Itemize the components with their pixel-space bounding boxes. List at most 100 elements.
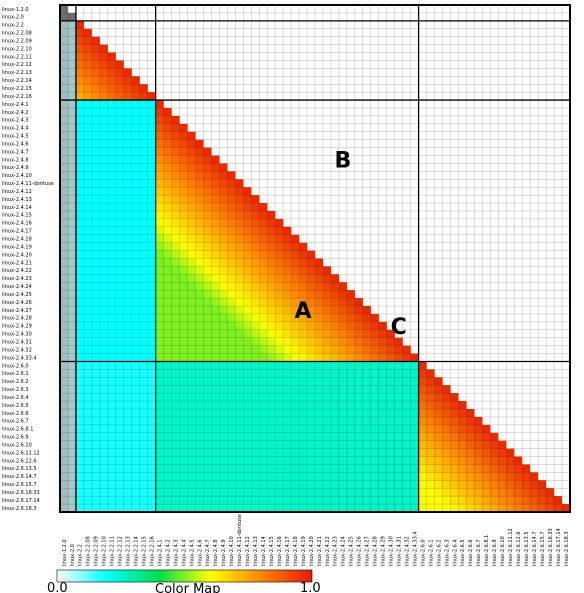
heatmap-cell <box>83 329 93 339</box>
heatmap-cell <box>410 369 419 378</box>
heatmap-cell <box>147 179 157 188</box>
heatmap-cell <box>514 20 523 30</box>
heatmap-cell <box>386 76 396 85</box>
heatmap-cell <box>450 163 459 172</box>
heatmap-cell <box>322 472 332 481</box>
heatmap-cell <box>498 353 507 362</box>
heatmap-cell <box>227 377 236 386</box>
heatmap-cell <box>362 84 372 93</box>
heatmap-cell <box>227 179 236 188</box>
heatmap-cell <box>131 226 141 236</box>
heatmap-cell <box>530 187 539 196</box>
heatmap-cell <box>386 329 396 339</box>
heatmap-cell <box>338 385 348 394</box>
heatmap-cell <box>315 100 324 109</box>
heatmap-cell <box>418 179 427 188</box>
heatmap-cell <box>418 242 427 251</box>
heatmap-cell <box>91 242 101 251</box>
heatmap-cell <box>562 353 571 362</box>
heatmap-cell <box>83 337 93 347</box>
heatmap-cell <box>402 298 412 307</box>
heatmap-cell <box>498 456 507 465</box>
heatmap-cell <box>251 401 260 410</box>
heatmap-cell <box>155 266 164 275</box>
heatmap-cell <box>354 440 364 450</box>
heatmap-cell <box>219 416 228 426</box>
heatmap-cell <box>91 480 101 489</box>
heatmap-cell <box>283 504 292 513</box>
heatmap-cell <box>187 52 196 61</box>
row-label: linux-2.4.20 <box>2 252 32 258</box>
heatmap-cell <box>299 68 308 77</box>
heatmap-cell <box>83 187 93 196</box>
heatmap-cell <box>506 250 515 259</box>
heatmap-cell <box>259 107 268 117</box>
heatmap-cell <box>99 226 109 236</box>
heatmap-cell <box>123 131 133 141</box>
heatmap-cell <box>546 306 555 315</box>
heatmap-cell <box>346 432 356 442</box>
heatmap-cell <box>474 218 483 228</box>
heatmap-cell <box>418 416 427 426</box>
heatmap-cell <box>67 472 77 481</box>
heatmap-cell <box>546 266 555 275</box>
heatmap-cell <box>299 100 308 109</box>
heatmap-cell <box>354 266 364 275</box>
heatmap-cell <box>307 28 316 38</box>
heatmap-cell <box>267 60 276 69</box>
heatmap-cell <box>307 290 316 299</box>
heatmap-cell <box>139 393 149 402</box>
heatmap-cell <box>362 480 372 489</box>
heatmap-cell <box>426 250 435 259</box>
column-label: linux-2.4.17 <box>285 536 291 566</box>
heatmap-cell <box>147 203 157 212</box>
heatmap-cell <box>322 290 332 299</box>
heatmap-cell <box>378 84 388 93</box>
heatmap-cell <box>211 76 220 85</box>
heatmap-cell <box>107 100 117 109</box>
row-label: linux-2.4.31 <box>2 339 32 345</box>
heatmap-cell <box>514 203 523 212</box>
heatmap-cell <box>115 84 125 93</box>
heatmap-cell <box>283 76 292 85</box>
heatmap-cell <box>299 377 308 386</box>
heatmap-cell <box>362 361 372 370</box>
heatmap-cell <box>506 424 515 434</box>
heatmap-cell <box>394 488 404 497</box>
heatmap-cell <box>506 28 515 38</box>
heatmap-cell <box>402 147 412 156</box>
heatmap-cell <box>187 195 196 204</box>
heatmap-cell <box>514 195 523 204</box>
row-label: linux-2.4.26 <box>2 300 32 306</box>
heatmap-cell <box>107 234 117 244</box>
heatmap-cell <box>291 401 300 410</box>
heatmap-cell <box>362 123 372 133</box>
heatmap-cell <box>498 385 507 394</box>
heatmap-cell <box>131 313 141 323</box>
heatmap-cell <box>506 282 515 291</box>
heatmap-cell <box>506 298 515 307</box>
column-label: linux-2.6.3 <box>444 539 450 566</box>
heatmap-cell <box>83 52 93 61</box>
heatmap-cell <box>442 36 451 46</box>
heatmap-cell <box>514 28 523 38</box>
heatmap-cell <box>179 329 188 339</box>
heatmap-cell <box>243 448 252 457</box>
heatmap-cell <box>195 44 204 53</box>
heatmap-cell <box>386 171 396 180</box>
heatmap-cell <box>235 12 244 22</box>
heatmap-cell <box>434 60 443 69</box>
row-label: linux-2.4.3 <box>2 118 29 124</box>
heatmap-cell <box>458 385 467 394</box>
heatmap-cell <box>426 84 435 93</box>
heatmap-cell <box>139 155 149 164</box>
heatmap-cell <box>131 20 141 30</box>
heatmap-cell <box>171 163 180 172</box>
heatmap-cell <box>386 131 396 141</box>
heatmap-cell <box>402 377 412 386</box>
heatmap-cell <box>322 448 332 457</box>
row-label: linux-2.4.17 <box>2 229 32 235</box>
heatmap-cell <box>338 393 348 402</box>
heatmap-cell <box>498 250 507 259</box>
heatmap-cell <box>434 171 443 180</box>
